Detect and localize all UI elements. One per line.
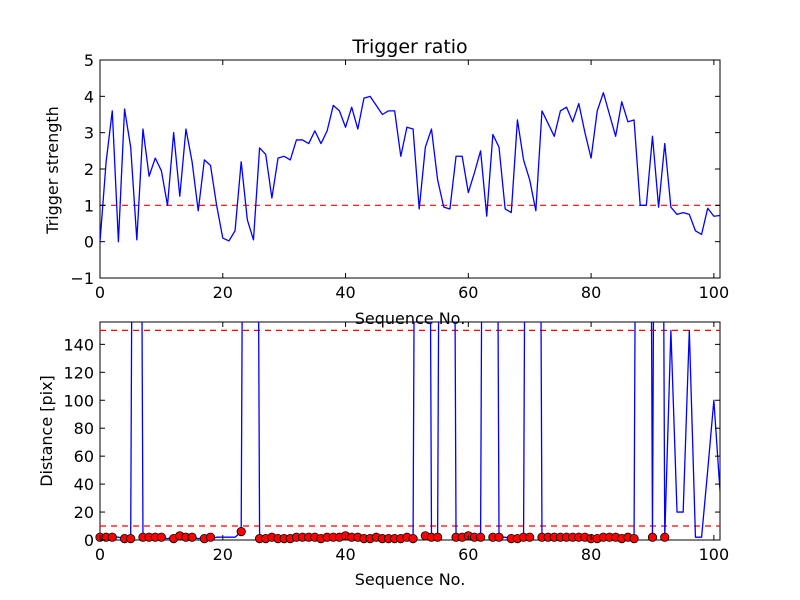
data-point bbox=[126, 534, 136, 544]
data-point bbox=[629, 534, 639, 544]
x-axis-label: Sequence No. bbox=[355, 570, 466, 589]
x-axis: 0 20 40 60 80 100 bbox=[95, 322, 729, 564]
y-tick-label: 0 bbox=[84, 233, 94, 252]
data-point bbox=[525, 532, 535, 542]
marker-group bbox=[95, 527, 670, 544]
data-point bbox=[236, 527, 246, 537]
y-tick-label: 5 bbox=[84, 51, 94, 70]
y-axis: −1 0 1 2 3 4 5 bbox=[70, 51, 720, 288]
y-tick-label: 60 bbox=[74, 447, 94, 466]
y-tick-label: 4 bbox=[84, 87, 94, 106]
data-point bbox=[107, 532, 117, 542]
data-point bbox=[156, 532, 166, 542]
x-tick-label: 0 bbox=[95, 545, 105, 564]
y-tick-label: 100 bbox=[63, 391, 94, 410]
x-tick-label: 0 bbox=[95, 283, 105, 302]
reference-lines bbox=[100, 329, 720, 527]
y-tick-label: 120 bbox=[63, 363, 94, 382]
x-tick-label: 60 bbox=[458, 545, 478, 564]
y-tick-label: 80 bbox=[74, 419, 94, 438]
y-tick-label: 2 bbox=[84, 160, 94, 179]
y-tick-label: 1 bbox=[84, 196, 94, 215]
x-tick-label: 20 bbox=[213, 283, 233, 302]
x-tick-label: 60 bbox=[458, 283, 478, 302]
data-point bbox=[187, 532, 197, 542]
x-tick-label: 80 bbox=[581, 545, 601, 564]
chart-title: Trigger ratio bbox=[351, 36, 467, 58]
y-tick-label: 140 bbox=[63, 335, 94, 354]
x-tick-label: 40 bbox=[335, 283, 355, 302]
y-tick-label: 3 bbox=[84, 124, 94, 143]
y-axis-label: Distance [pix] bbox=[37, 375, 56, 487]
x-tick-label: 100 bbox=[699, 283, 730, 302]
x-tick-label: 80 bbox=[581, 283, 601, 302]
x-tick-label: 20 bbox=[213, 545, 233, 564]
series-line bbox=[100, 92, 720, 243]
y-tick-label: −1 bbox=[70, 269, 94, 288]
y-tick-label: 0 bbox=[84, 531, 94, 550]
data-point bbox=[494, 532, 504, 542]
chart-distance: 0 20 40 60 80 100 0 20 40 60 80 100 120 140 Sequence… bbox=[37, 321, 729, 589]
x-tick-label: 40 bbox=[335, 545, 355, 564]
series-group bbox=[100, 92, 720, 243]
data-point bbox=[647, 532, 658, 542]
y-axis-label: Trigger strength bbox=[43, 106, 62, 235]
data-point bbox=[433, 532, 443, 542]
x-axis: 0 20 40 60 80 100 bbox=[95, 60, 729, 302]
data-point bbox=[660, 532, 670, 542]
y-tick-label: 20 bbox=[74, 503, 94, 522]
data-point bbox=[205, 532, 216, 542]
y-axis: 0 20 40 60 80 100 120 140 bbox=[63, 335, 720, 550]
data-point bbox=[475, 532, 486, 542]
data-point bbox=[408, 534, 418, 544]
x-tick-label: 100 bbox=[699, 545, 730, 564]
y-tick-label: 40 bbox=[74, 475, 94, 494]
x-axis-label: Sequence No. bbox=[355, 309, 466, 328]
